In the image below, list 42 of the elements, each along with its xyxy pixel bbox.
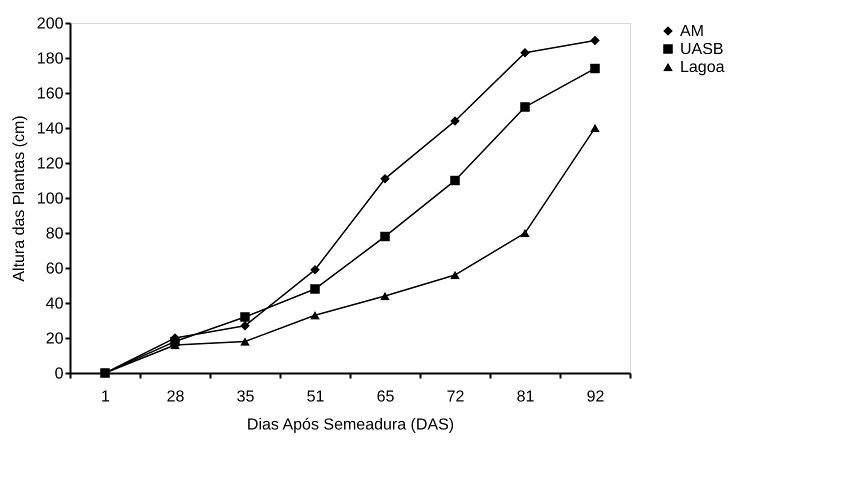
point <box>240 321 250 330</box>
point <box>590 64 600 74</box>
x-tick-label: 92 <box>586 388 604 406</box>
point <box>590 124 600 132</box>
point <box>380 292 390 300</box>
y-tick-label: 80 <box>46 226 64 242</box>
y-tick-label: 180 <box>36 50 64 68</box>
point <box>310 265 320 274</box>
point <box>520 102 530 112</box>
legend-label: AM <box>680 23 704 40</box>
y-tick-label: 140 <box>36 120 64 138</box>
point <box>240 312 250 322</box>
point <box>450 116 460 126</box>
point <box>380 174 390 184</box>
x-tick-label: 81 <box>516 388 534 406</box>
y-tick-label: 200 <box>36 16 64 32</box>
point <box>520 48 530 58</box>
y-tick-label: 160 <box>36 86 64 102</box>
y-tick-label: 100 <box>36 190 64 208</box>
x-tick-label: 1 <box>101 388 110 406</box>
point <box>590 36 600 46</box>
legend-label: Lagoa <box>680 59 725 76</box>
x-tick-label: 72 <box>446 388 464 406</box>
point <box>310 311 320 320</box>
point <box>450 176 460 186</box>
point <box>380 232 390 242</box>
point <box>240 337 250 346</box>
point <box>310 284 320 294</box>
x-tick-label: 35 <box>236 388 254 406</box>
y-tick-label: 60 <box>46 260 64 278</box>
point <box>520 228 530 238</box>
x-tick-label: 51 <box>306 388 324 406</box>
legend-label: UASB <box>680 41 724 58</box>
x-tick-label: 28 <box>166 388 184 406</box>
x-axis-title: Dias Após Semeadura (DAS) <box>246 416 454 434</box>
y-tick-label: 40 <box>46 296 64 312</box>
y-axis-title: Altura das Plantas (cm) <box>10 115 28 282</box>
y-tick-label: 120 <box>36 156 64 172</box>
x-tick-label: 65 <box>376 388 394 406</box>
y-tick-label: 20 <box>46 330 64 348</box>
point <box>450 270 460 280</box>
y-tick-label: 0 <box>54 366 64 382</box>
